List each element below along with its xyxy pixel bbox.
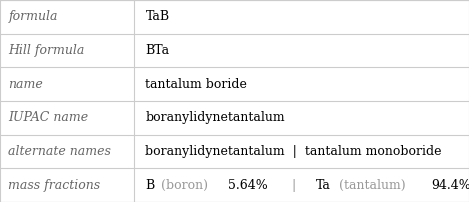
Text: (tantalum): (tantalum) [335,179,410,192]
Text: Ta: Ta [316,179,331,192]
Text: tantalum boride: tantalum boride [145,78,247,91]
Text: 94.4%: 94.4% [431,179,469,192]
Text: TaB: TaB [145,10,169,23]
Text: name: name [8,78,43,91]
Text: boranylidynetantalum: boranylidynetantalum [145,111,285,124]
Text: B: B [145,179,155,192]
Text: (boron): (boron) [157,179,212,192]
Text: alternate names: alternate names [8,145,111,158]
Text: BTa: BTa [145,44,169,57]
Text: formula: formula [8,10,58,23]
Text: mass fractions: mass fractions [8,179,100,192]
Text: |: | [280,179,308,192]
Text: IUPAC name: IUPAC name [8,111,89,124]
Text: boranylidynetantalum  |  tantalum monoboride: boranylidynetantalum | tantalum monobori… [145,145,442,158]
Text: Hill formula: Hill formula [8,44,85,57]
Text: 5.64%: 5.64% [228,179,268,192]
